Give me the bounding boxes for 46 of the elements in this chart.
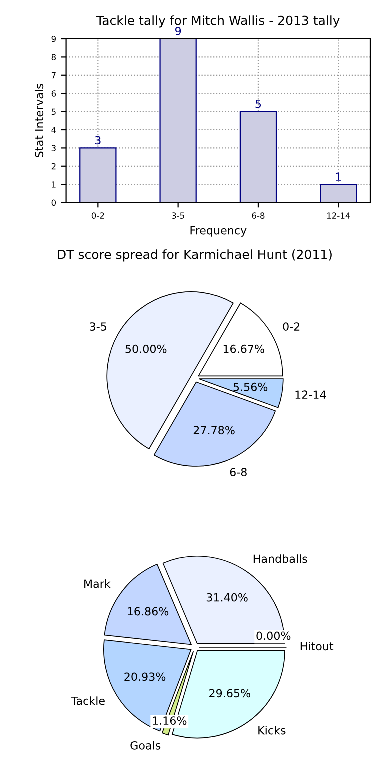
chart-title: DT score spread for Karmichael Hunt (2011) <box>58 250 332 262</box>
data-label: 29.65% <box>210 689 250 698</box>
data-label: 31.40% <box>206 593 248 602</box>
data-label: 20.93% <box>124 672 166 682</box>
slice-label: 0-2 <box>283 322 300 331</box>
data-label: 1 <box>336 172 342 181</box>
slice-label: 6-8 <box>230 468 247 477</box>
chart-title: Tackle tally for Mitch Wallis - 2013 tally <box>96 16 340 28</box>
data-label: 50.00% <box>126 344 167 354</box>
bar <box>80 148 117 203</box>
y-tick-label: 4 <box>52 127 56 134</box>
x-tick-label: 3-5 <box>172 212 184 219</box>
y-tick-label: 7 <box>52 72 56 79</box>
data-label: 3 <box>95 136 101 145</box>
data-label: 5.56% <box>234 382 268 392</box>
text: 0.00% <box>256 632 291 640</box>
slice-label: Handballs <box>254 554 308 564</box>
y-tick-label: 9 <box>52 36 56 42</box>
data-label: 5 <box>256 100 262 108</box>
y-tick-label: 5 <box>52 108 56 116</box>
slice-label: 12-14 <box>296 390 326 399</box>
x-axis-title: Frequency <box>190 226 247 237</box>
y-tick-label: 6 <box>52 90 56 97</box>
y-tick-label: 1 <box>52 182 56 188</box>
y-axis-title: Stat Intervals <box>34 84 44 158</box>
data-label: 27.78% <box>194 426 235 435</box>
data-label: 16.67% <box>224 344 264 354</box>
category-label: Hitout <box>300 642 334 651</box>
x-tick-label: 6-8 <box>252 212 265 219</box>
y-tick-label: 3 <box>52 145 56 152</box>
bar <box>320 184 358 203</box>
slice-label: Tackle <box>71 696 105 706</box>
slice-label: Goals <box>130 741 161 750</box>
bar <box>160 39 197 203</box>
x-tick-label: 0-2 <box>92 212 104 219</box>
data-label: 16.86% <box>128 607 169 616</box>
slice-label: Kicks <box>258 726 286 735</box>
y-tick-label: 0 <box>52 200 56 206</box>
slice-label: Mark <box>84 580 111 588</box>
slice-label: 3-5 <box>90 322 106 331</box>
data-label: 1.16% <box>153 716 187 726</box>
y-tick-label: 8 <box>52 54 56 60</box>
x-tick-label: 12-14 <box>327 212 350 219</box>
bar <box>240 111 278 203</box>
data-label: 9 <box>175 27 182 36</box>
y-tick-label: 2 <box>52 163 56 170</box>
